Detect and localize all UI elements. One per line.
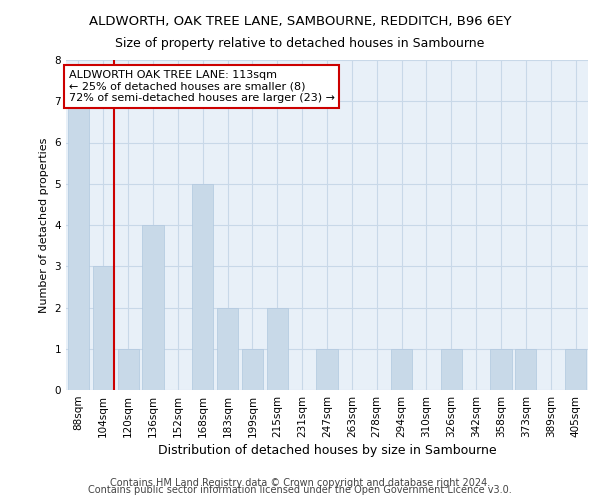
X-axis label: Distribution of detached houses by size in Sambourne: Distribution of detached houses by size …	[158, 444, 496, 457]
Bar	[490, 349, 512, 390]
Bar	[118, 349, 139, 390]
Bar	[142, 225, 164, 390]
Y-axis label: Number of detached properties: Number of detached properties	[39, 138, 49, 312]
Bar	[93, 266, 114, 390]
Bar	[267, 308, 288, 390]
Text: Contains public sector information licensed under the Open Government Licence v3: Contains public sector information licen…	[88, 485, 512, 495]
Bar	[68, 101, 89, 390]
Bar	[515, 349, 536, 390]
Text: ALDWORTH OAK TREE LANE: 113sqm
← 25% of detached houses are smaller (8)
72% of s: ALDWORTH OAK TREE LANE: 113sqm ← 25% of …	[68, 70, 335, 103]
Text: ALDWORTH, OAK TREE LANE, SAMBOURNE, REDDITCH, B96 6EY: ALDWORTH, OAK TREE LANE, SAMBOURNE, REDD…	[89, 15, 511, 28]
Bar	[565, 349, 586, 390]
Bar	[316, 349, 338, 390]
Bar	[242, 349, 263, 390]
Bar	[192, 184, 213, 390]
Bar	[217, 308, 238, 390]
Bar	[391, 349, 412, 390]
Text: Size of property relative to detached houses in Sambourne: Size of property relative to detached ho…	[115, 38, 485, 51]
Bar	[441, 349, 462, 390]
Text: Contains HM Land Registry data © Crown copyright and database right 2024.: Contains HM Land Registry data © Crown c…	[110, 478, 490, 488]
